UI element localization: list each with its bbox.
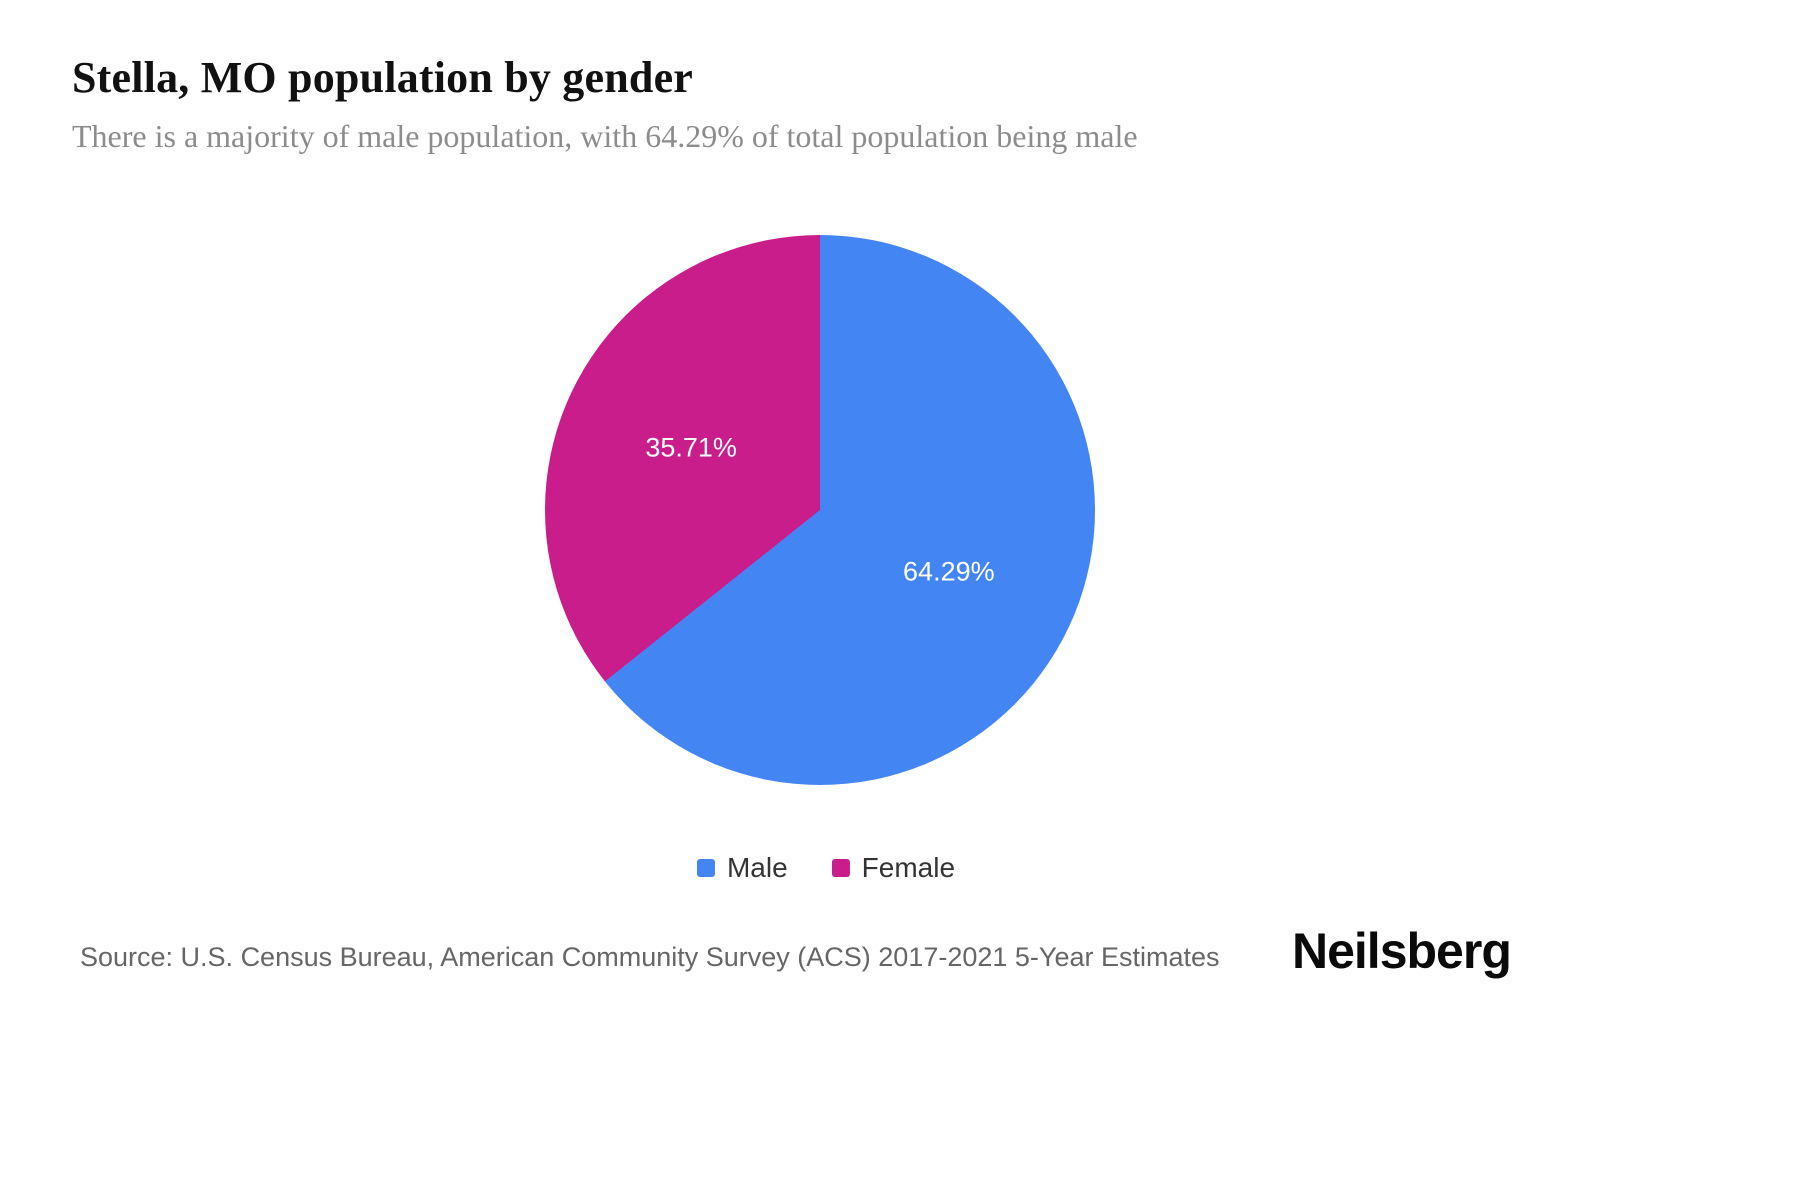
legend: Male Female — [696, 852, 956, 884]
legend-label-female: Female — [861, 852, 956, 883]
source-note: Source: U.S. Census Bureau, American Com… — [80, 942, 1220, 972]
legend-item-male[interactable]: Male — [696, 852, 788, 884]
legend-swatch-male — [696, 859, 715, 877]
pie-chart: 64.29% 35.71% — [545, 235, 1095, 785]
chart-subtitle: There is a majority of male population, … — [72, 118, 1138, 154]
legend-item-female[interactable]: Female — [831, 852, 956, 884]
brand-logo[interactable]: Neilsberg — [1292, 923, 1512, 979]
chart-title: Stella, MO population by gender — [72, 53, 694, 102]
legend-swatch-female — [831, 859, 850, 877]
pie-slice-label: 35.71% — [645, 432, 737, 463]
legend-label-male: Male — [726, 852, 788, 883]
pie-slice-label: 64.29% — [903, 556, 995, 587]
pie[interactable] — [545, 235, 1095, 785]
